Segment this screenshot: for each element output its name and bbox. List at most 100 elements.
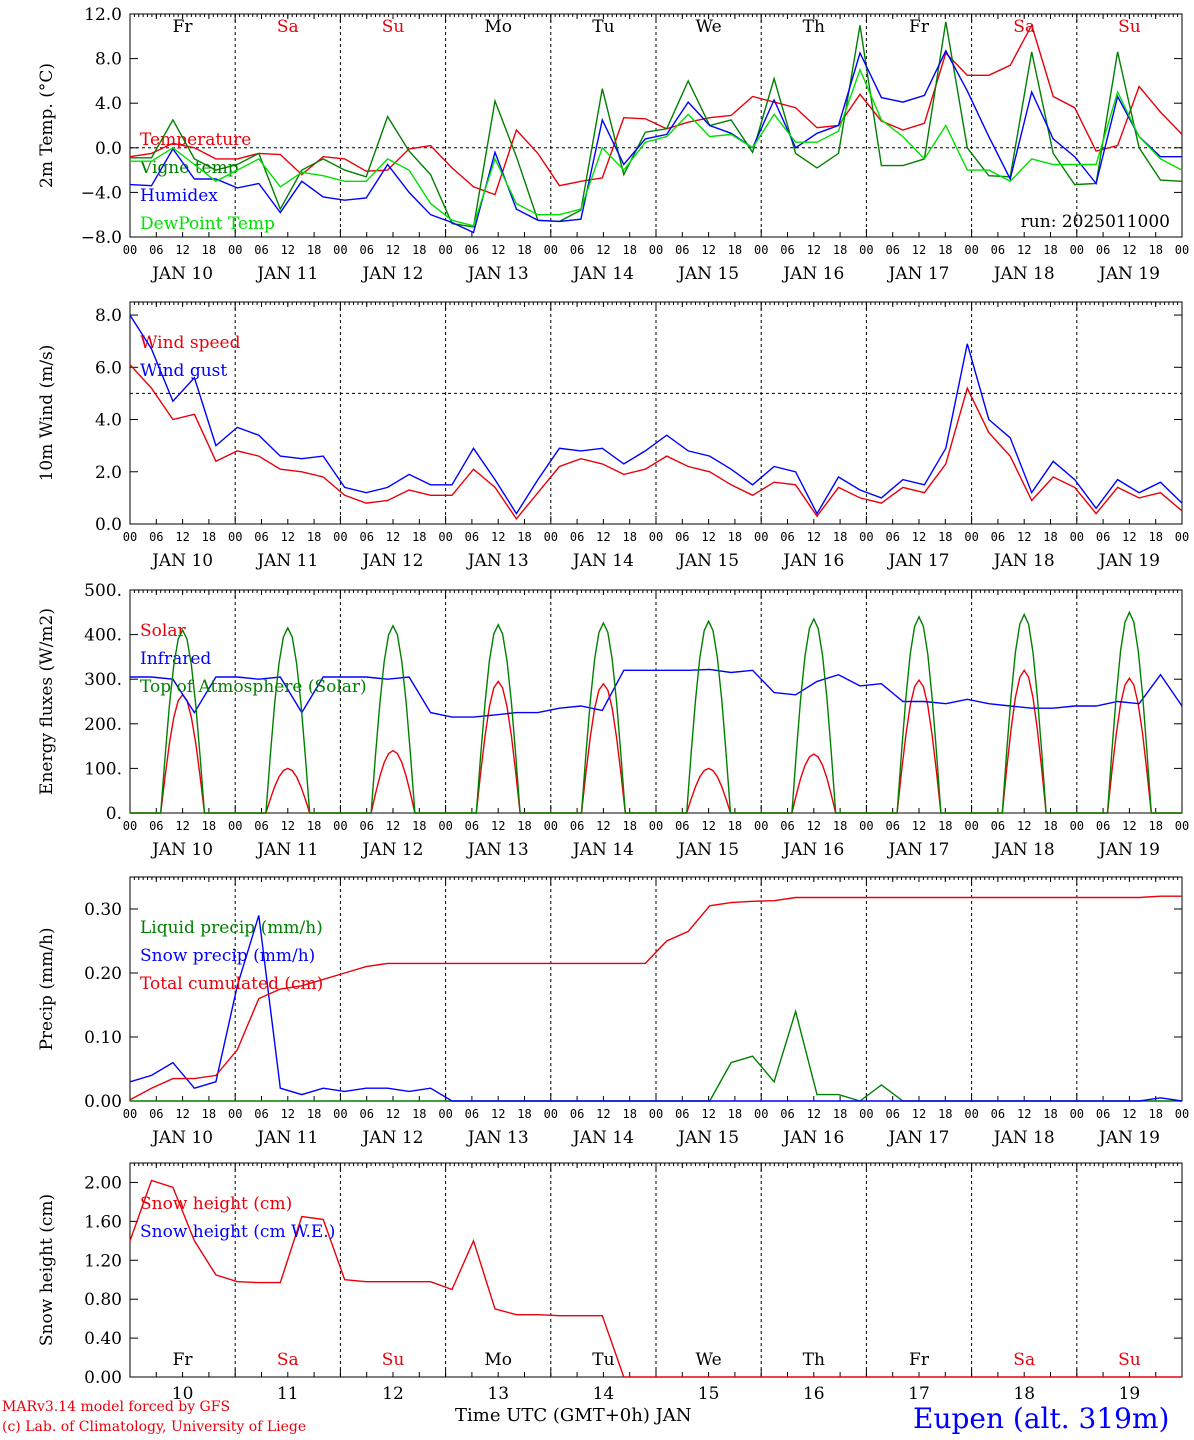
hour-tick-label: 12 [807,243,821,257]
y-axis-label: 10m Wind (m/s) [37,345,57,482]
series-line-lime [130,67,1183,227]
y-tick-label: 6.0 [95,358,122,378]
hour-tick-label: 12 [1017,1107,1031,1121]
y-tick-label: 1.20 [84,1251,122,1271]
y-tick-label: 0.00 [84,1092,122,1112]
hour-tick-label: 18 [412,1107,426,1121]
legend-entry: Liquid precip (mm/h) [140,918,323,938]
weekday-label: Th [803,17,825,37]
y-tick-label: 0.80 [84,1290,122,1310]
date-label: JAN 17 [886,264,949,284]
y-tick-label: 4.0 [95,94,122,114]
weekday-label: Fr [173,17,194,37]
hour-tick-label: 06 [991,530,1005,544]
hour-tick-label: 12 [596,243,610,257]
day-number-label: 11 [277,1384,299,1404]
y-tick-label: 8.0 [95,50,122,70]
date-label: JAN 10 [150,840,213,860]
hour-tick-label: 18 [1043,243,1057,257]
series-line-blue [129,314,1183,516]
hour-tick-label: 12 [386,1107,400,1121]
weekday-label: Su [382,17,405,37]
hour-tick-label: 00 [649,243,663,257]
hour-tick-label: 00 [123,1107,137,1121]
y-tick-label: 0.20 [84,964,122,984]
hour-tick-label: 06 [149,530,163,544]
hour-tick-label: 00 [544,530,558,544]
hour-tick-label: 06 [885,819,899,833]
hour-tick-label: 06 [570,243,584,257]
y-axis-label: Precip (mm/h) [37,927,57,1050]
hour-tick-label: 00 [1070,243,1084,257]
hour-tick-label: 18 [728,819,742,833]
date-label: JAN 15 [676,840,739,860]
hour-tick-label: 06 [991,819,1005,833]
weekday-label: Th [803,1350,825,1370]
hour-tick-label: 00 [1070,819,1084,833]
hour-tick-label: 18 [833,819,847,833]
hour-tick-label: 18 [307,1107,321,1121]
hour-tick-label: 06 [359,1107,373,1121]
hour-tick-label: 00 [1175,243,1189,257]
hour-tick-label: 18 [728,243,742,257]
hour-tick-label: 06 [465,1107,479,1121]
hour-tick-label: 18 [938,819,952,833]
hour-tick-label: 12 [912,530,926,544]
hour-tick-label: 00 [754,819,768,833]
date-label: JAN 19 [1097,264,1160,284]
legend-entry: Temperature [140,130,251,150]
hour-tick-label: 18 [622,530,636,544]
hour-tick-label: 12 [912,819,926,833]
y-axis-label: 2m Temp. (°C) [37,63,57,188]
hour-tick-label: 18 [1148,530,1162,544]
hour-tick-label: 18 [517,530,531,544]
hour-tick-label: 00 [649,530,663,544]
hour-tick-label: 18 [833,243,847,257]
y-tick-label: 1.60 [84,1212,122,1232]
y-tick-label: 100. [84,759,122,779]
hour-tick-label: 12 [281,1107,295,1121]
day-number-label: 17 [908,1384,930,1404]
hour-tick-label: 06 [780,1107,794,1121]
hour-tick-label: 06 [149,1107,163,1121]
hour-tick-label: 00 [544,243,558,257]
date-label: JAN 15 [676,551,739,571]
y-tick-label: 0.40 [84,1329,122,1349]
hour-tick-label: 00 [438,819,452,833]
date-label: JAN 14 [571,1128,634,1148]
weekday-label: Sa [277,1350,299,1370]
legend-entry: Snow height (cm) [140,1194,292,1214]
hour-tick-label: 12 [1122,530,1136,544]
y-axis-label: Energy fluxes (W/m2) [37,608,57,795]
series-line-blue [129,915,1183,1102]
legend-entry: Snow precip (mm/h) [140,946,315,966]
legend-entry: Humidex [140,186,218,206]
hour-tick-label: 06 [780,819,794,833]
hour-tick-label: 12 [701,819,715,833]
date-label: JAN 19 [1097,840,1160,860]
y-tick-label: 500. [84,581,122,601]
hour-tick-label: 00 [228,530,242,544]
weekday-label: Su [1118,1350,1141,1370]
hour-tick-label: 06 [570,819,584,833]
weekday-label: Tu [592,1350,614,1370]
date-label: JAN 12 [360,1128,423,1148]
legend-entry: Total cumulated (cm) [140,974,323,994]
hour-tick-label: 18 [307,819,321,833]
y-tick-label: 0.10 [84,1028,122,1048]
hour-tick-label: 00 [438,243,452,257]
hour-tick-label: 00 [859,530,873,544]
day-number-label: 10 [172,1384,194,1404]
hour-tick-label: 12 [281,530,295,544]
date-label: JAN 18 [992,1128,1055,1148]
y-tick-label: 4.0 [95,411,122,431]
series-line-red [129,1179,1182,1378]
date-label: JAN 16 [781,551,844,571]
date-label: JAN 12 [360,840,423,860]
date-label: JAN 15 [676,1128,739,1148]
hour-tick-label: 00 [333,819,347,833]
series-line-blue [129,49,1182,234]
weekday-label: Tu [592,17,614,37]
hour-tick-label: 00 [649,819,663,833]
hour-tick-label: 06 [465,243,479,257]
